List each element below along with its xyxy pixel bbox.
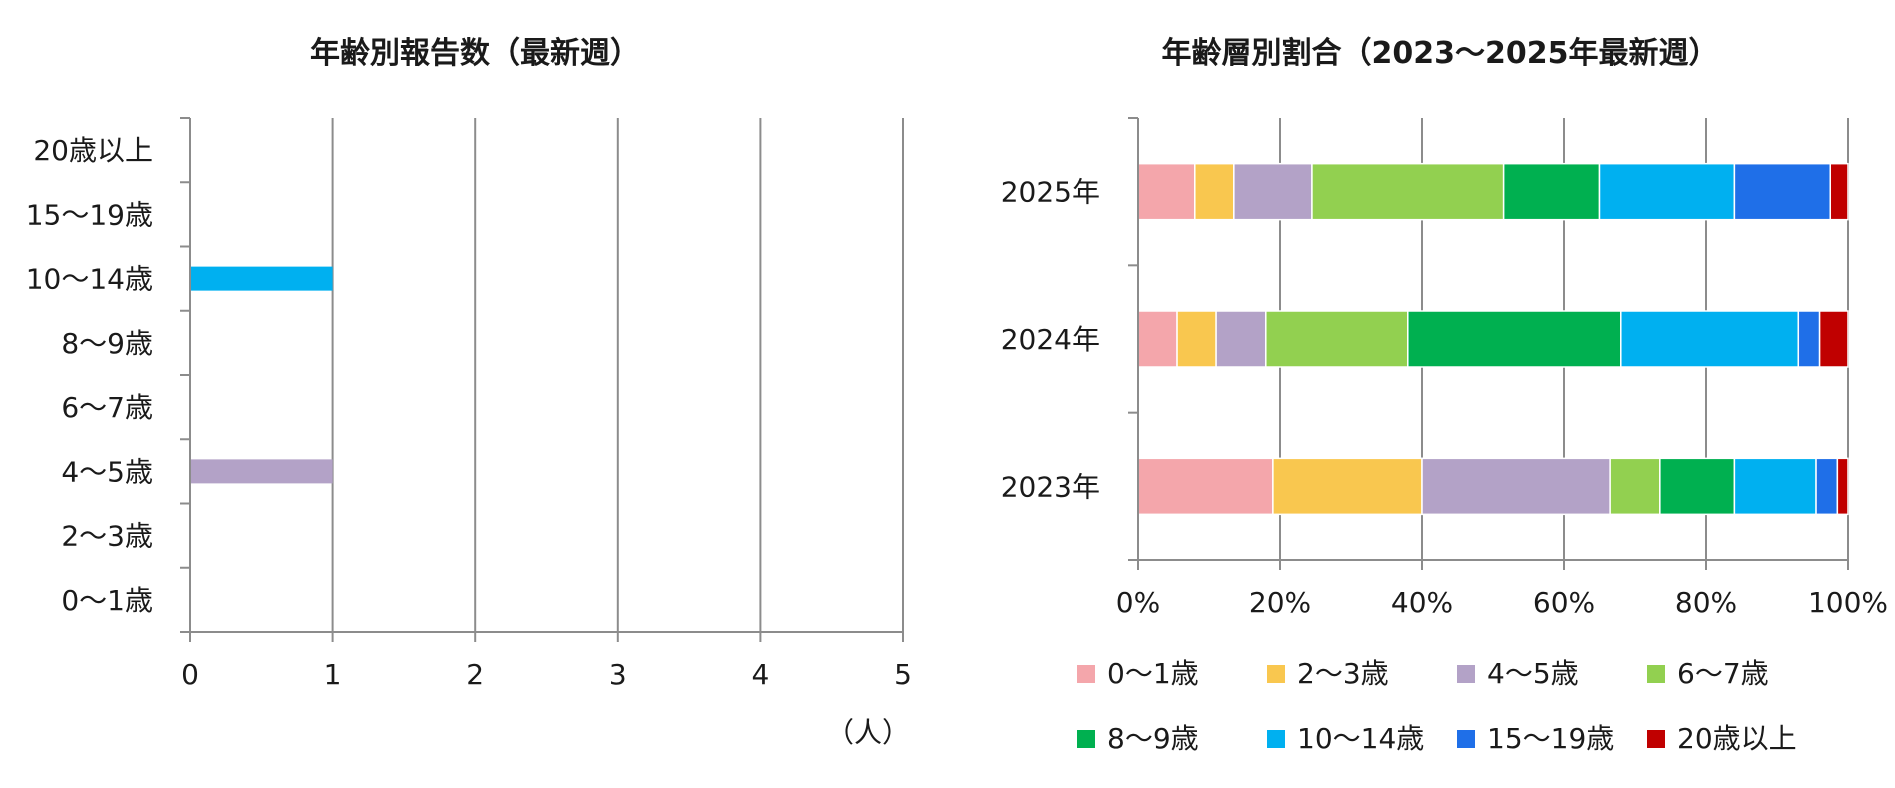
legend-label-1: 2〜3歳 [1297,657,1389,690]
right-category-label-2025: 2025年 [1001,176,1100,209]
right-segment-2023-5 [1733,457,1817,516]
left-x-tick-label-4: 4 [751,658,769,691]
legend-swatch-0 [1077,665,1095,683]
right-segment-2023-1 [1272,457,1423,516]
right-segment-2024-6 [1797,310,1821,368]
left-bar-5 [190,459,333,484]
right-x-tick-label-4: 80% [1675,586,1737,619]
right-category-label-2024: 2024年 [1001,323,1100,356]
right-x-tick-label-2: 40% [1391,586,1453,619]
right-x-tick-label-1: 20% [1249,586,1311,619]
right-segment-2024-1 [1176,310,1217,368]
right-legend: 0〜1歳 2〜3歳 4〜5歳 6〜7歳 8〜9歳 10〜14歳 15〜19歳 20歳以上 [1077,657,1797,755]
right-x-tick-label-3: 60% [1533,586,1595,619]
left-x-tick-label-0: 0 [181,658,199,691]
right-bars [1137,162,1849,516]
right-segment-2024-3 [1265,310,1409,368]
right-segment-2025-6 [1733,162,1832,221]
right-segment-2023-4 [1659,457,1736,516]
left-unit-label: （人） [826,716,910,749]
legend-swatch-4 [1077,730,1095,748]
left-category-label-5: 4〜5歳 [61,455,153,488]
left-bar-2 [190,266,333,291]
left-category-label-7: 0〜1歳 [61,584,153,617]
legend-swatch-3 [1647,665,1665,683]
right-x-tick-label-0: 0% [1116,586,1160,619]
right-segment-2024-2 [1215,310,1267,368]
legend-label-0: 0〜1歳 [1107,657,1199,690]
right-x-tick-labels: 0% 20% 40% 60% 80% 100% [1116,586,1888,619]
left-category-labels: 20歳以上 15〜19歳 10〜14歳 8〜9歳 6〜7歳 4〜5歳 2〜3歳 0〜1歳 [26,134,153,617]
right-x-tick-label-5: 100% [1808,586,1888,619]
right-segment-2025-3 [1311,162,1505,221]
right-category-labels: 2025年 2024年 2023年 [1001,176,1100,504]
legend-label-4: 8〜9歳 [1107,722,1199,755]
legend-label-5: 10〜14歳 [1297,722,1424,755]
left-chart-title: 年齢別報告数（最新週） [310,36,640,71]
legend-swatch-1 [1267,665,1285,683]
right-segment-2023-7 [1836,457,1849,516]
right-segment-2024-5 [1620,310,1800,368]
right-segment-2024-0 [1137,310,1178,368]
left-category-label-2: 10〜14歳 [26,263,153,296]
left-x-tick-label-2: 2 [466,658,484,691]
right-category-label-2023: 2023年 [1001,470,1100,503]
right-segment-2025-1 [1194,162,1235,221]
legend-label-2: 4〜5歳 [1487,657,1579,690]
left-x-tick-label-1: 1 [324,658,342,691]
right-segment-2024-4 [1407,310,1622,368]
right-chart-title: 年齢層別割合（2023〜2025年最新週） [1162,36,1719,71]
legend-label-3: 6〜7歳 [1677,657,1769,690]
left-x-tick-labels: 0 1 2 3 4 5 [181,658,912,691]
left-category-label-6: 2〜3歳 [61,520,153,553]
right-segment-2023-6 [1815,457,1839,516]
right-segment-2025-5 [1598,162,1736,221]
left-x-tick-label-3: 3 [609,658,627,691]
legend-swatch-6 [1457,730,1475,748]
left-gridlines [331,118,904,632]
right-segment-2025-4 [1502,162,1601,221]
legend-swatch-5 [1267,730,1285,748]
right-segment-2024-7 [1818,310,1849,368]
legend-swatch-7 [1647,730,1665,748]
age-count-chart: 年齢別報告数（最新週） 20歳以上 15〜19歳 10〜14歳 8〜9歳 6〜7歳 4〜5… [26,36,912,749]
left-category-label-3: 8〜9歳 [61,327,153,360]
legend-swatch-2 [1457,665,1475,683]
right-axes [1128,117,1849,570]
left-category-label-0: 20歳以上 [33,134,153,167]
right-segment-2025-0 [1137,162,1196,221]
legend-label-6: 15〜19歳 [1487,722,1614,755]
left-category-label-4: 6〜7歳 [61,391,153,424]
right-segment-2023-0 [1137,457,1274,516]
right-segment-2025-7 [1829,162,1849,221]
left-axes [180,117,904,642]
left-bars [190,266,333,484]
right-segment-2023-3 [1609,457,1661,516]
left-x-tick-label-5: 5 [894,658,912,691]
right-segment-2025-2 [1233,162,1313,221]
legend-label-7: 20歳以上 [1677,722,1797,755]
right-segment-2023-2 [1421,457,1611,516]
age-share-chart: 年齢層別割合（2023〜2025年最新週） 2025年 2024年 2023年 0%… [1001,36,1888,755]
left-category-label-1: 15〜19歳 [26,198,153,231]
